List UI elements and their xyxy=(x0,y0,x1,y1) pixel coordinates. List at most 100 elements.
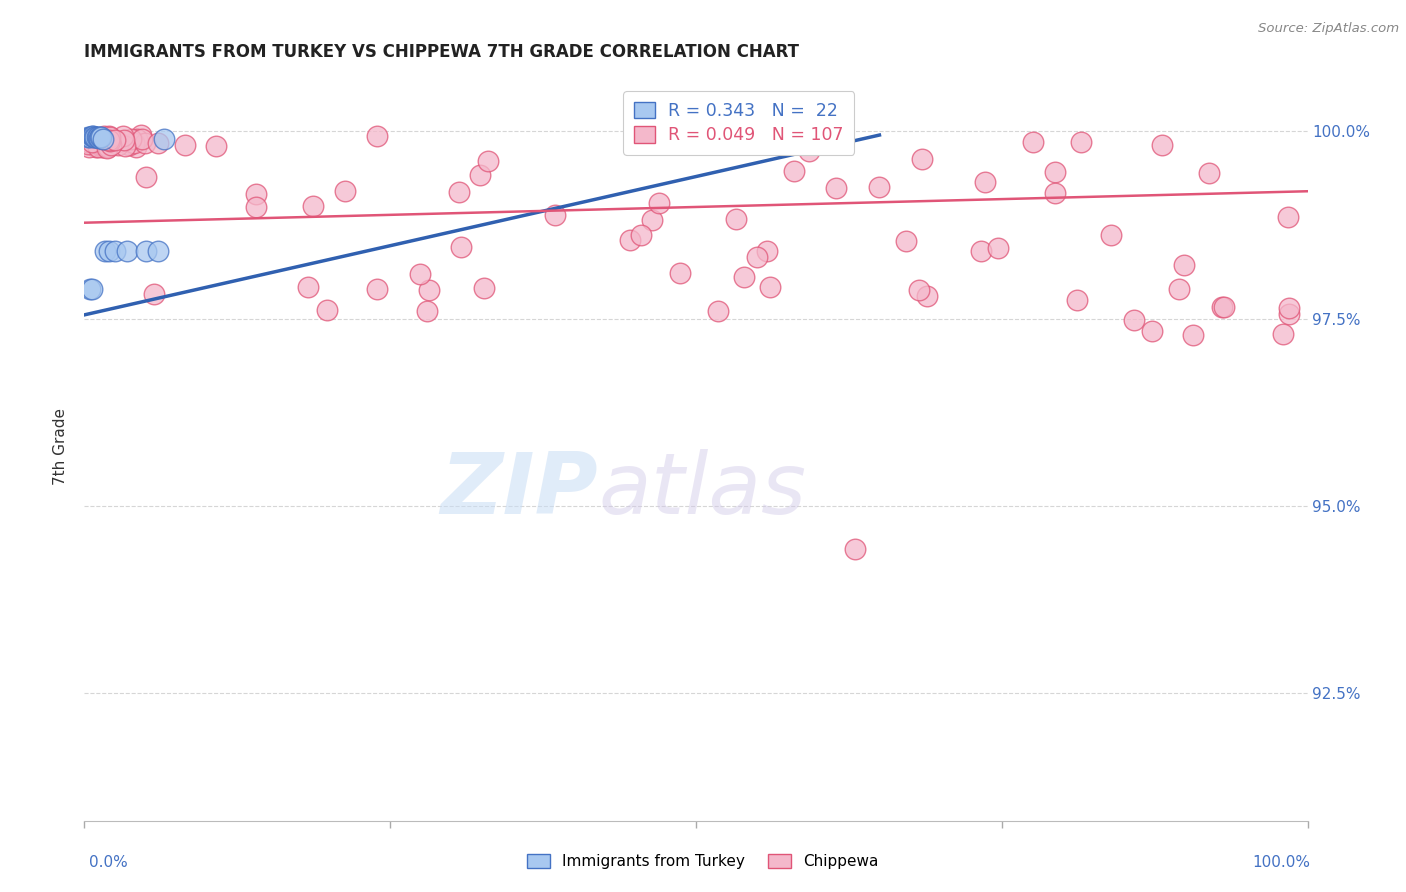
Point xyxy=(77,137,100,152)
Point xyxy=(91,132,114,146)
Point xyxy=(619,234,641,248)
Point xyxy=(297,279,319,293)
Point xyxy=(844,542,866,557)
Point xyxy=(90,136,112,151)
Point xyxy=(987,241,1010,255)
Point xyxy=(87,131,110,145)
Point xyxy=(472,281,495,295)
Point xyxy=(87,130,110,145)
Point xyxy=(98,134,121,148)
Point xyxy=(94,244,117,259)
Point xyxy=(759,280,782,294)
Point xyxy=(83,130,105,145)
Point xyxy=(103,133,125,147)
Point xyxy=(80,282,103,296)
Point xyxy=(908,283,931,297)
Point xyxy=(107,135,129,149)
Point xyxy=(468,168,491,182)
Text: IMMIGRANTS FROM TURKEY VS CHIPPEWA 7TH GRADE CORRELATION CHART: IMMIGRANTS FROM TURKEY VS CHIPPEWA 7TH G… xyxy=(84,44,800,62)
Point xyxy=(725,212,748,227)
Point xyxy=(153,132,176,146)
Text: Source: ZipAtlas.com: Source: ZipAtlas.com xyxy=(1258,22,1399,36)
Point xyxy=(90,135,112,149)
Point xyxy=(831,129,853,144)
Text: 0.0%: 0.0% xyxy=(89,855,128,870)
Point xyxy=(79,129,101,144)
Point xyxy=(84,129,107,144)
Point xyxy=(366,282,388,296)
Point xyxy=(107,138,129,153)
Point xyxy=(93,140,115,154)
Point xyxy=(100,138,122,153)
Point xyxy=(93,129,115,144)
Point xyxy=(1198,166,1220,180)
Point xyxy=(105,134,128,148)
Point xyxy=(111,129,134,144)
Point xyxy=(641,213,664,227)
Point xyxy=(894,235,917,249)
Point xyxy=(733,269,755,284)
Point xyxy=(647,196,669,211)
Point xyxy=(477,154,499,169)
Point xyxy=(970,244,993,258)
Point xyxy=(77,140,100,154)
Point xyxy=(77,129,100,144)
Point xyxy=(1167,282,1189,296)
Point xyxy=(90,130,112,145)
Point xyxy=(1181,327,1204,342)
Point xyxy=(868,180,890,194)
Point xyxy=(911,152,934,166)
Point xyxy=(1278,301,1301,316)
Point xyxy=(1140,324,1163,338)
Point xyxy=(797,144,820,158)
Point xyxy=(104,244,127,259)
Point xyxy=(1022,135,1045,149)
Point xyxy=(1173,258,1195,272)
Point xyxy=(127,132,149,146)
Point xyxy=(89,130,111,145)
Point xyxy=(135,169,157,184)
Point xyxy=(134,136,156,150)
Point xyxy=(366,129,388,144)
Point xyxy=(1043,186,1066,201)
Point xyxy=(120,131,142,145)
Point xyxy=(973,176,995,190)
Point xyxy=(447,185,470,199)
Point xyxy=(204,139,226,153)
Point xyxy=(98,129,121,144)
Point xyxy=(418,283,440,297)
Point xyxy=(79,282,101,296)
Point xyxy=(93,139,115,153)
Point xyxy=(824,180,846,194)
Point xyxy=(87,131,110,145)
Point xyxy=(1213,300,1236,314)
Point xyxy=(82,128,104,143)
Point xyxy=(115,244,138,259)
Point xyxy=(84,140,107,154)
Point xyxy=(104,133,127,147)
Point xyxy=(1277,210,1299,224)
Point xyxy=(97,139,120,153)
Point xyxy=(301,199,323,213)
Point xyxy=(1272,326,1295,341)
Point xyxy=(1070,135,1092,149)
Point xyxy=(97,244,120,259)
Point xyxy=(755,244,778,259)
Point xyxy=(98,129,121,144)
Point xyxy=(707,304,730,318)
Point xyxy=(146,244,169,259)
Point xyxy=(142,287,165,301)
Point xyxy=(105,135,128,149)
Point xyxy=(114,139,136,153)
Point xyxy=(316,302,339,317)
Point xyxy=(83,130,105,145)
Point xyxy=(1278,307,1301,321)
Point xyxy=(86,140,108,154)
Point xyxy=(245,200,267,214)
Point xyxy=(745,250,768,264)
Point xyxy=(409,267,432,281)
Point xyxy=(122,136,145,151)
Legend: R = 0.343   N =  22, R = 0.049   N = 107: R = 0.343 N = 22, R = 0.049 N = 107 xyxy=(623,91,855,154)
Point xyxy=(174,138,197,153)
Point xyxy=(1066,293,1088,308)
